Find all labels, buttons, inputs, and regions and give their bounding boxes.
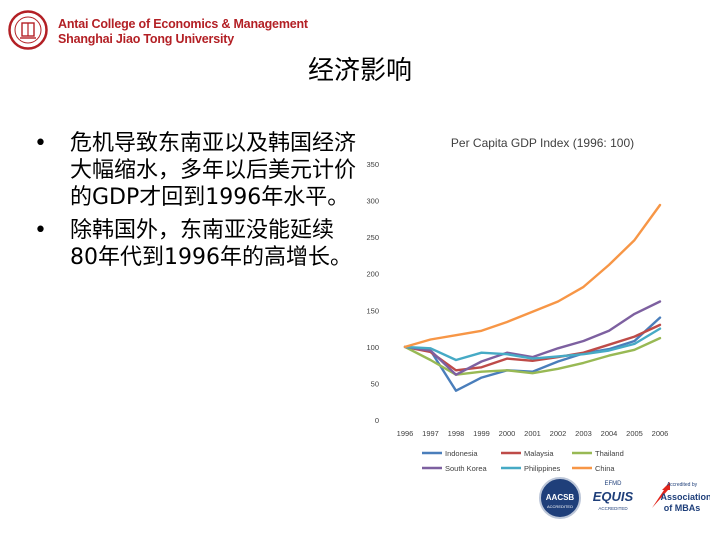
legend-label: Philippines: [524, 464, 561, 473]
x-tick-label: 2000: [499, 429, 516, 438]
x-tick-label: 1999: [473, 429, 490, 438]
y-tick-label: 150: [366, 306, 379, 315]
y-tick-label: 300: [366, 197, 379, 206]
y-tick-label: 250: [366, 233, 379, 242]
x-tick-label: 1997: [422, 429, 439, 438]
x-tick-label: 2005: [626, 429, 643, 438]
legend-label: Indonesia: [445, 449, 478, 458]
bullet-dot-icon: •: [34, 218, 47, 243]
x-tick-label: 2006: [652, 429, 669, 438]
school-name-line2: Shanghai Jiao Tong University: [58, 32, 234, 46]
slide-title: 经济影响: [307, 56, 412, 86]
series-line-indonesia: [403, 316, 662, 392]
chart-title: Per Capita GDP Index (1996: 100): [451, 136, 634, 150]
efmd-label: EFMD: [605, 481, 623, 487]
aacsb-label: AACSB: [546, 493, 575, 502]
legend-label: South Korea: [445, 464, 488, 473]
x-tick-label: 1996: [397, 429, 414, 438]
series-line-thailand: [403, 336, 662, 376]
aacsb-sub-label: ACCREDITED: [547, 504, 573, 509]
bullet-dot-icon: •: [34, 131, 47, 156]
bullet-text-1: 危机导致东南亚以及韩国经济大幅缩水，多年以后美元计价的GDP才回到1996年水平…: [70, 131, 357, 210]
school-name-line1: Antai College of Economics & Management: [58, 17, 308, 31]
y-tick-label: 50: [371, 379, 379, 388]
bullet-item-1: • 危机导致东南亚以及韩国经济大幅缩水，多年以后美元计价的GDP才回到1996年…: [30, 130, 360, 211]
y-tick-label: 350: [366, 160, 379, 169]
legend-label: Thailand: [595, 449, 624, 458]
gdp-index-line-chart: Per Capita GDP Index (1996: 100) 0 50 100 15…: [366, 136, 669, 473]
aacsb-badge: AACSB ACCREDITED: [539, 477, 581, 519]
legend-label: Malaysia: [524, 449, 554, 458]
bullet-item-2: • 除韩国外，东南亚没能延续80年代到1996年的高增长。: [30, 217, 360, 271]
equis-sub-label: ACCREDITED: [598, 506, 628, 511]
y-tick-label: 100: [366, 343, 379, 352]
bullet-list: • 危机导致东南亚以及韩国经济大幅缩水，多年以后美元计价的GDP才回到1996年…: [30, 130, 360, 277]
amba-top-label: Accredited by: [667, 482, 698, 488]
series-line-south-korea: [403, 300, 662, 376]
y-tick-label: 200: [366, 270, 379, 279]
series-line-china: [403, 203, 662, 349]
school-name: Antai College of Economics & Management …: [58, 17, 308, 47]
equis-badge: EFMD EQUIS ACCREDITED: [593, 481, 634, 511]
series-line-philippines: [403, 327, 662, 362]
bullet-text-2: 除韩国外，东南亚没能延续80年代到1996年的高增长。: [70, 218, 352, 270]
x-tick-label: 2004: [601, 429, 618, 438]
legend-label: China: [595, 464, 615, 473]
amba-badge: Accredited by Association of MBAs: [652, 482, 710, 513]
y-tick-label: 0: [375, 416, 379, 425]
x-tick-label: 1998: [448, 429, 465, 438]
amba-line1-label: Association: [660, 492, 710, 502]
equis-label: EQUIS: [593, 489, 634, 504]
x-tick-label: 2001: [524, 429, 541, 438]
series-line-malaysia: [403, 323, 662, 372]
x-tick-label: 2002: [550, 429, 567, 438]
amba-line2-label: of MBAs: [664, 503, 701, 513]
x-tick-label: 2003: [575, 429, 592, 438]
university-seal-logo: [8, 10, 48, 50]
